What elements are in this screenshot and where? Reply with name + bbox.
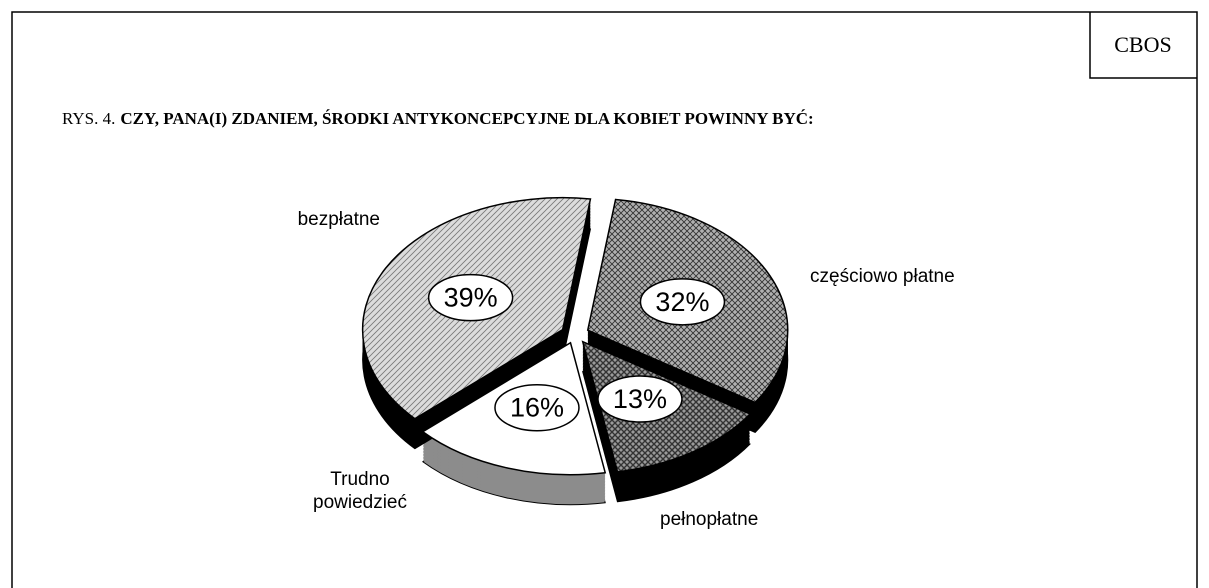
value-label: 32% bbox=[655, 287, 709, 317]
value-labels: 32% 13% 16% 39% bbox=[427, 273, 726, 432]
category-label: Trudno powiedzieć bbox=[313, 469, 407, 513]
title-text: CZY, PANA(I) ZDANIEM, ŚRODKI ANTYKONCEPC… bbox=[120, 109, 813, 128]
frame bbox=[11, 11, 1198, 588]
value-label-bg bbox=[597, 375, 683, 423]
value-label: 13% bbox=[613, 384, 667, 414]
source: CBOS bbox=[1114, 32, 1171, 57]
slices bbox=[361, 196, 789, 476]
value-label-bg bbox=[494, 383, 580, 432]
category-label: pełnopłatne bbox=[660, 509, 759, 530]
title-prefix: RYS. 4. bbox=[62, 109, 115, 128]
value-label-bg bbox=[639, 278, 726, 326]
category-label: częściowo płatne bbox=[810, 266, 955, 287]
category-label: bezpłatne bbox=[297, 209, 380, 230]
source-box bbox=[1089, 12, 1197, 79]
value-label: 16% bbox=[510, 393, 564, 423]
title: RYS. 4. CZY, PANA(I) ZDANIEM, ŚRODKI ANTY… bbox=[62, 109, 814, 128]
value-label: 39% bbox=[444, 283, 498, 313]
value-label-bg bbox=[427, 273, 514, 322]
